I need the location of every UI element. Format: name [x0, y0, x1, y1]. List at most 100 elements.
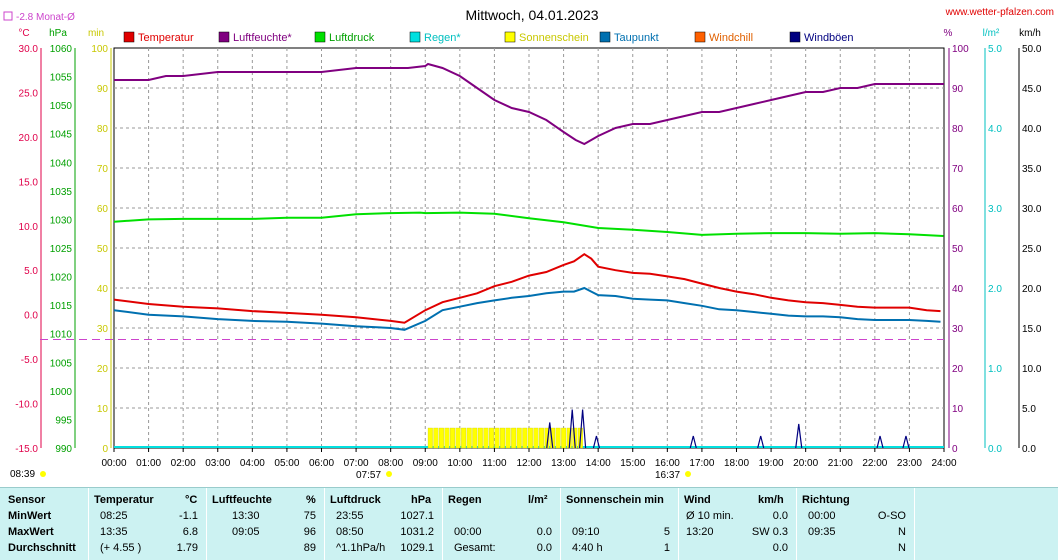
gust-spike	[546, 422, 554, 449]
pressure-tick-label: 1060	[50, 44, 73, 55]
legend-swatch	[314, 31, 326, 43]
sunset-marker-icon	[685, 471, 691, 477]
sunrise-time: 08:39	[10, 469, 35, 480]
legend-label: Taupunkt	[614, 32, 659, 44]
x-tick-label: 24:00	[931, 458, 956, 469]
wind-tick-label: 5.0	[1022, 404, 1036, 415]
header-sensor: Sensor	[8, 494, 46, 506]
pressure-tick-label: 1025	[50, 244, 73, 255]
sunshine-bar	[533, 427, 539, 449]
minutes-tick-label: 50	[97, 244, 109, 255]
x-tick-label: 11:00	[482, 458, 507, 469]
x-tick-label: 10:00	[447, 458, 472, 469]
percent-tick-label: 20	[952, 364, 964, 375]
percent-tick-label: 0	[952, 444, 958, 455]
percent-tick-label: 100	[952, 44, 969, 55]
header-rain-unit: l/m²	[528, 494, 548, 506]
sunrise-icon	[40, 471, 46, 477]
temp-tick-label: 5.0	[24, 266, 38, 277]
rain-tick-label: 0.0	[988, 444, 1002, 455]
table-cell-wind-time: 13:20	[686, 526, 714, 538]
pressure-tick-label: 1040	[50, 158, 73, 169]
site-url: www.wetter-pfalzen.com	[945, 7, 1054, 18]
minutes-tick-label: 0	[102, 444, 108, 455]
percent-tick-label: 80	[952, 124, 964, 135]
minutes-tick-label: 70	[97, 164, 109, 175]
minutes-tick-label: 60	[97, 204, 109, 215]
monthly-average-icon	[3, 11, 13, 21]
header-rain: Regen	[448, 494, 482, 506]
monthly-average-label: -2.8 Monat-Ø	[16, 12, 75, 23]
table-cell-pres-time: 23:55	[336, 510, 364, 522]
weather-chart: 00:00 01:00 02:00 03:00 04:00 05:00 06:00 07:00…	[3, 7, 1054, 481]
temp-tick-label: 15.0	[19, 177, 39, 188]
table-cell-hum-val: 75	[303, 510, 316, 522]
wind-tick-label: 10.0	[1022, 364, 1042, 375]
series-taupunkt	[113, 286, 941, 331]
table-cell-rain-time: Gesamt:	[454, 542, 496, 554]
legend-swatch	[694, 31, 706, 43]
x-tick-label: 09:00	[413, 458, 438, 469]
header-sunshine: Sonnenschein min	[566, 494, 664, 506]
table-cell-hum-time: 13:30	[232, 510, 260, 522]
sunshine-bar	[483, 427, 489, 449]
percent-axis-unit: %	[944, 28, 953, 39]
pressure-tick-label: 1030	[50, 215, 73, 226]
gust-spike	[757, 435, 765, 449]
table-cell-dir-val: N	[898, 526, 906, 538]
table-cell-hum-time: 09:05	[232, 526, 260, 538]
minutes-tick-label: 10	[97, 404, 109, 415]
table-cell-dir-val: O-SO	[877, 510, 906, 522]
wind-tick-label: 25.0	[1022, 244, 1042, 255]
table-cell-wind-val: SW 0.3	[751, 526, 788, 538]
pressure-axis-unit: hPa	[49, 28, 67, 39]
legend-swatch	[599, 31, 611, 43]
statistics-table: Sensor Temperatur °C Luftfeuchte % Luftd…	[0, 487, 1058, 560]
table-cell-temp-val: 1.79	[176, 542, 198, 554]
table-cell-dir-time: 09:35	[808, 526, 836, 538]
minutes-tick-label: 90	[97, 84, 109, 95]
pressure-tick-label: 1045	[50, 130, 73, 141]
wind-tick-label: 50.0	[1022, 44, 1042, 55]
header-temperature: Temperatur	[94, 494, 154, 506]
sunset-marker-label: 16:37	[655, 470, 680, 481]
minutes-tick-label: 100	[91, 44, 108, 55]
pressure-tick-label: 1050	[50, 101, 73, 112]
x-tick-label: 13:00	[551, 458, 576, 469]
axis-ticks: 00:00 01:00 02:00 03:00 04:00 05:00 06:00 07:00…	[15, 44, 1042, 469]
sunshine-bar	[455, 427, 461, 449]
percent-tick-label: 90	[952, 84, 964, 95]
sunrise-marker-icon	[386, 471, 392, 477]
header-temperature-unit: °C	[185, 494, 198, 506]
x-tick-label: 02:00	[171, 458, 196, 469]
x-tick-label: 16:00	[655, 458, 680, 469]
rain-axis-unit: l/m²	[983, 28, 1000, 39]
series-luftdruck	[113, 211, 944, 237]
sunshine-bar	[472, 427, 478, 449]
sunshine-bar	[466, 427, 472, 449]
sunshine-bar	[450, 427, 455, 449]
wind-tick-label: 15.0	[1022, 324, 1042, 335]
legend-label: Regen*	[424, 32, 461, 44]
minutes-tick-label: 20	[97, 364, 109, 375]
table-cell-pres-val: 1031.2	[400, 526, 434, 538]
series-luftfeuchte	[114, 62, 944, 146]
table-cell-sun-time: 4:40 h	[572, 542, 603, 554]
x-tick-label: 00:00	[101, 458, 126, 469]
x-tick-label: 01:00	[136, 458, 161, 469]
x-tick-label: 08:00	[378, 458, 403, 469]
minutes-tick-label: 40	[97, 284, 109, 295]
temp-tick-label: -5.0	[21, 355, 39, 366]
table-cell-temp-time: (+ 4.55 )	[100, 542, 142, 554]
table-cell-pres-val: 1029.1	[400, 542, 434, 554]
sunshine-bar	[505, 427, 511, 449]
table-cell-wind-time: Ø 10 min.	[686, 510, 734, 522]
header-direction: Richtung	[802, 494, 850, 506]
legend-label: Windchill	[709, 32, 753, 44]
plot-area	[40, 62, 944, 449]
pressure-tick-label: 1055	[50, 73, 73, 84]
rain-tick-label: 4.0	[988, 124, 1002, 135]
table-cell-hum-val: 89	[303, 542, 316, 554]
table-cell-pres-time: ^1.1hPa/h	[336, 542, 386, 554]
sunshine-bar	[561, 427, 567, 449]
